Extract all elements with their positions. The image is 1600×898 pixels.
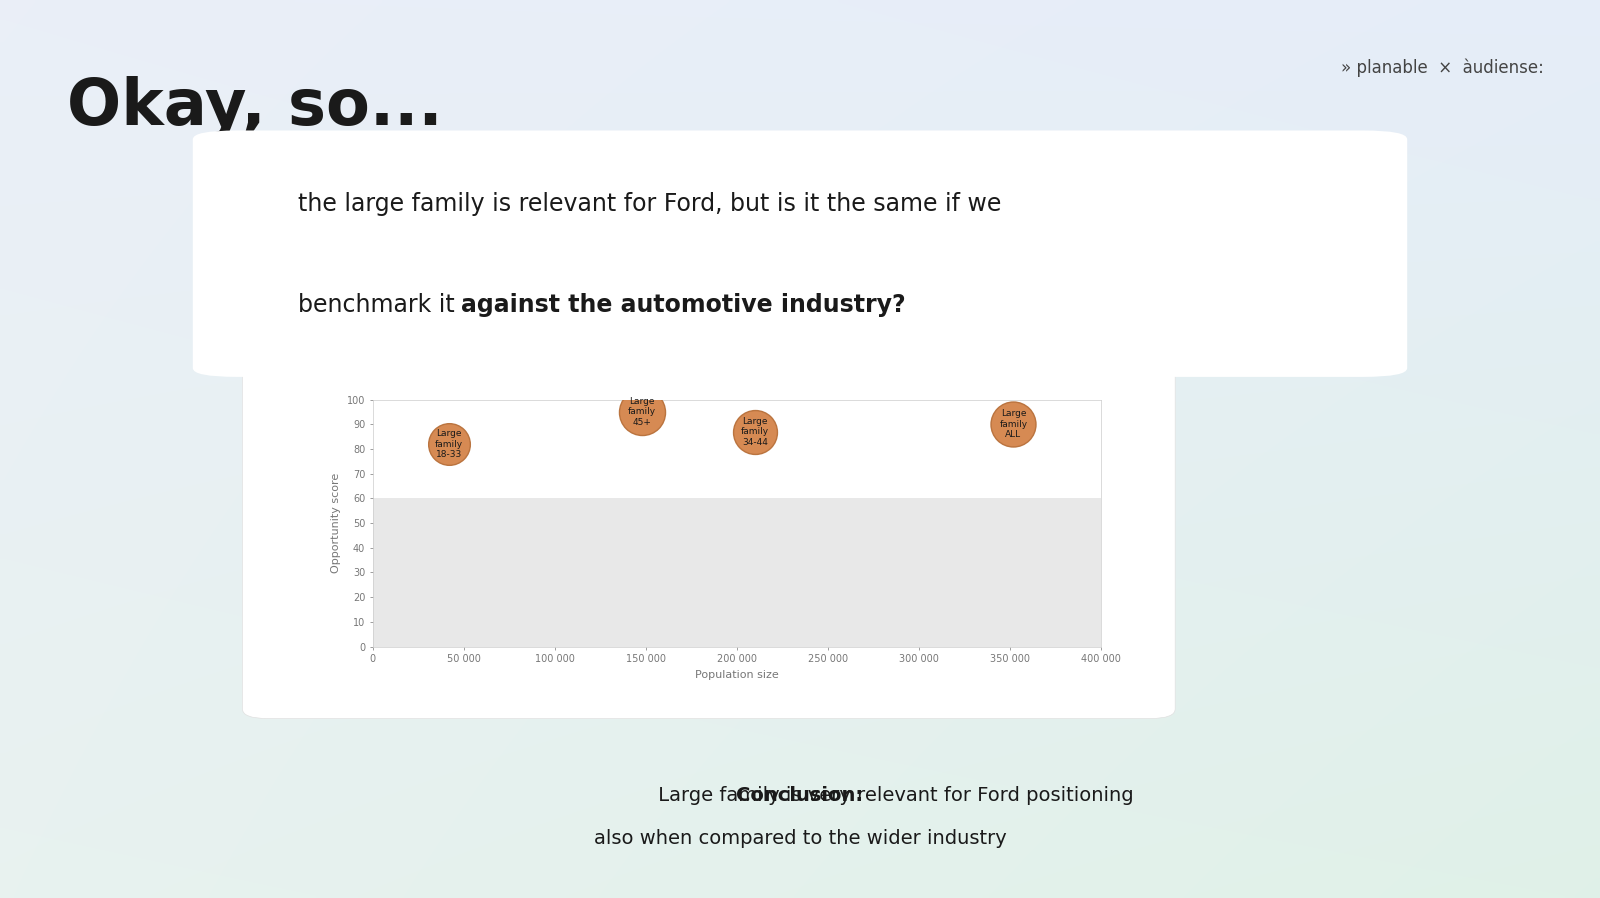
Text: Conclusion:: Conclusion:: [736, 786, 864, 805]
Text: Okay, so...: Okay, so...: [67, 76, 443, 139]
Point: [742, 425, 768, 439]
Text: against the automotive industry?: against the automotive industry?: [461, 294, 906, 317]
Y-axis label: Opportunity score: Opportunity score: [331, 473, 341, 573]
Point: [1000, 418, 1026, 432]
Text: benchmark it: benchmark it: [298, 294, 462, 317]
Text: Large
family
18-33: Large family 18-33: [435, 429, 464, 459]
Text: Large
family
ALL: Large family ALL: [1000, 409, 1027, 439]
Text: Large
family
45+: Large family 45+: [629, 397, 656, 427]
X-axis label: Population size: Population size: [694, 670, 779, 680]
Text: Large family is very relevant for Ford positioning: Large family is very relevant for Ford p…: [651, 786, 1134, 805]
FancyBboxPatch shape: [243, 350, 1174, 718]
Text: also when compared to the wider industry: also when compared to the wider industry: [594, 829, 1006, 848]
FancyBboxPatch shape: [194, 130, 1408, 377]
Bar: [373, 498, 1101, 647]
Point: [437, 437, 462, 452]
Text: » planable  ×  àudiense:: » planable × àudiense:: [1341, 58, 1544, 77]
Point: [629, 405, 654, 419]
Text: Large
family
34-44: Large family 34-44: [741, 417, 770, 446]
Text: the large family is relevant for Ford, but is it the same if we: the large family is relevant for Ford, b…: [298, 192, 1002, 216]
